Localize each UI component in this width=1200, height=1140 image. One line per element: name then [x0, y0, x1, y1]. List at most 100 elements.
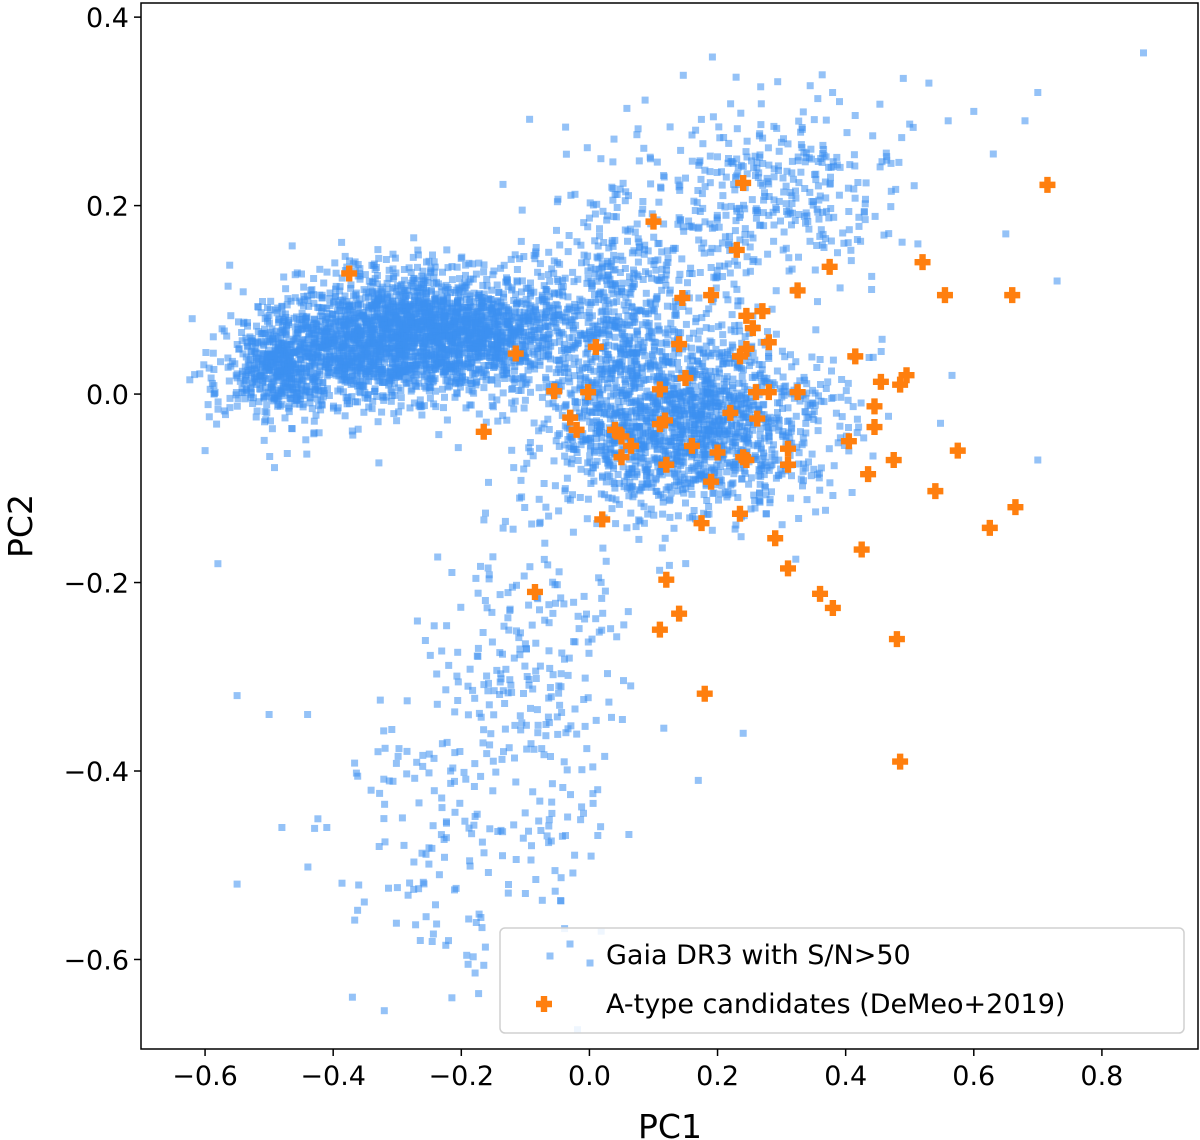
gaia-point	[716, 134, 724, 142]
gaia-point	[465, 259, 473, 267]
gaia-point	[416, 396, 424, 404]
gaia-point	[674, 176, 682, 184]
gaia-point	[311, 335, 319, 343]
gaia-point	[569, 268, 577, 276]
gaia-point	[438, 647, 446, 655]
gaia-point	[400, 375, 408, 383]
gaia-point	[467, 359, 475, 367]
gaia-point	[730, 180, 738, 188]
gaia-point	[453, 390, 461, 398]
gaia-point	[393, 884, 401, 892]
gaia-point	[315, 377, 323, 385]
gaia-point	[517, 476, 525, 484]
gaia-point	[798, 441, 806, 449]
gaia-point	[475, 315, 483, 323]
gaia-point	[479, 373, 487, 381]
gaia-point	[735, 321, 743, 329]
gaia-point	[537, 272, 545, 280]
gaia-point	[774, 78, 782, 86]
gaia-point	[676, 391, 684, 399]
gaia-point	[635, 238, 643, 246]
gaia-point	[564, 293, 572, 301]
gaia-point	[603, 277, 611, 285]
gaia-point	[740, 427, 748, 434]
gaia-point	[814, 427, 822, 435]
gaia-point	[485, 701, 493, 709]
gaia-point	[586, 418, 594, 426]
gaia-point	[737, 533, 745, 541]
gaia-point	[582, 374, 590, 381]
gaia-point	[809, 201, 817, 209]
gaia-point	[538, 393, 546, 401]
gaia-point	[210, 366, 218, 373]
gaia-point	[301, 387, 309, 395]
gaia-point	[441, 332, 449, 340]
gaia-point	[718, 181, 726, 189]
gaia-point	[482, 418, 490, 426]
gaia-point	[376, 789, 384, 797]
gaia-point	[746, 267, 754, 275]
gaia-point	[456, 383, 464, 391]
gaia-point	[559, 377, 567, 385]
gaia-point	[609, 158, 617, 166]
gaia-point	[480, 726, 488, 734]
gaia-point	[391, 391, 399, 399]
gaia-point	[247, 338, 255, 346]
gaia-point	[404, 891, 412, 899]
gaia-point	[756, 431, 764, 439]
gaia-point	[758, 384, 765, 392]
gaia-point	[416, 361, 424, 369]
gaia-point	[431, 310, 439, 318]
gaia-point	[739, 389, 747, 397]
gaia-point	[717, 387, 725, 395]
gaia-point	[565, 654, 573, 662]
gaia-point	[781, 353, 789, 361]
gaia-point	[252, 345, 260, 353]
gaia-point	[728, 401, 736, 409]
gaia-point	[311, 316, 318, 324]
gaia-point	[796, 377, 804, 385]
gaia-point	[262, 383, 269, 391]
gaia-point	[710, 385, 718, 393]
gaia-point	[736, 363, 744, 371]
gaia-point	[499, 389, 507, 397]
gaia-point	[435, 431, 443, 439]
gaia-point	[593, 404, 601, 412]
gaia-point	[565, 354, 573, 362]
gaia-point	[442, 686, 450, 694]
gaia-point	[606, 411, 614, 419]
gaia-point	[765, 437, 773, 445]
gaia-point	[855, 213, 863, 221]
gaia-point	[688, 451, 696, 459]
gaia-point	[621, 407, 629, 415]
gaia-point	[621, 197, 629, 205]
gaia-point	[576, 381, 584, 389]
gaia-point	[667, 382, 675, 390]
gaia-point	[481, 312, 489, 319]
gaia-point	[512, 307, 520, 315]
gaia-point	[764, 144, 772, 152]
gaia-point	[594, 786, 602, 794]
gaia-point	[764, 328, 771, 336]
gaia-point	[553, 713, 561, 721]
gaia-point	[775, 147, 783, 155]
gaia-point	[488, 638, 496, 646]
gaia-point	[527, 740, 535, 748]
gaia-point	[613, 191, 621, 198]
gaia-point	[666, 513, 674, 521]
gaia-point	[847, 246, 855, 254]
gaia-point	[650, 442, 658, 450]
gaia-point	[689, 329, 697, 337]
gaia-point	[633, 220, 641, 228]
gaia-point	[765, 193, 773, 200]
gaia-point	[256, 372, 264, 380]
gaia-point	[267, 356, 275, 364]
gaia-point	[529, 348, 537, 356]
gaia-point	[412, 357, 420, 365]
gaia-point	[381, 744, 389, 752]
gaia-point	[417, 371, 425, 379]
gaia-point	[493, 281, 501, 289]
gaia-point	[339, 388, 347, 396]
gaia-point	[843, 129, 851, 137]
gaia-point	[545, 816, 553, 824]
